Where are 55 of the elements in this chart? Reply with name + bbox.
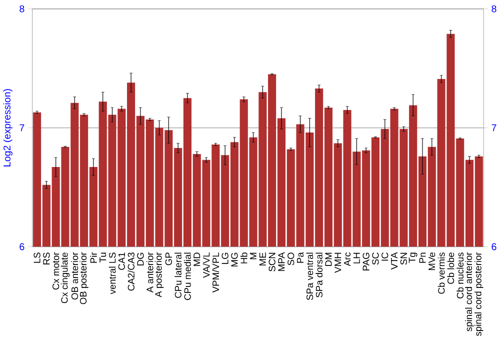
x-tick-label: Cx motor: [52, 252, 60, 290]
x-tick-label: Cb vermis: [438, 252, 445, 294]
x-tick-label: VA/VL: [202, 252, 210, 278]
x-tick-label: Pa: [297, 252, 304, 263]
x-tick-label: Cx cingulate: [60, 252, 70, 304]
x-tick-label: Pir: [90, 252, 97, 263]
x-tick-label: A anterior: [146, 252, 154, 293]
y2-tick-label: 6: [492, 243, 496, 250]
x-tick-label: Cb lobe: [447, 252, 454, 284]
x-tick-label: DM: [325, 252, 332, 266]
x-tick-label: M: [250, 252, 256, 260]
x-tick-label: VTA: [391, 252, 398, 270]
x-tick-label: MVe: [428, 252, 436, 270]
x-tick-label: VPM/VPL: [212, 252, 220, 293]
x-tick-label: OB anterior: [71, 252, 78, 300]
y-tick-label: 6: [20, 243, 24, 250]
x-tick-label: SO: [288, 252, 294, 266]
x-tick-label: GP: [165, 252, 172, 266]
x-tick-label: SPa ventral: [306, 252, 314, 300]
x-tick-label: CPu medial: [184, 252, 191, 300]
x-tick-label: Cb nucleus: [456, 252, 464, 298]
x-tick-label: Hb: [240, 252, 248, 264]
x-tick-label: Tg: [408, 252, 418, 263]
x-tick-label: RS: [43, 252, 50, 264]
y-tick-label: 8: [20, 5, 24, 12]
x-tick-label: SN: [400, 252, 407, 265]
x-tick-label: ventral LS: [108, 252, 116, 294]
x-tick-label: SC: [372, 252, 379, 265]
x-tick-label: spinal cord anterior: [465, 252, 474, 332]
x-tick-label: LS: [34, 252, 40, 263]
x-tick-label: CA2/CA3: [128, 252, 134, 291]
x-tick-label: LH: [353, 252, 360, 264]
x-tick-label: Pn: [419, 252, 426, 263]
x-tick-label: LG: [222, 252, 228, 264]
x-tick-label: MD: [194, 252, 200, 266]
x-tick-label: OB posterior: [80, 252, 88, 304]
x-tick-label: CPu lateral: [174, 252, 182, 298]
x-tick-label: PAG: [362, 252, 370, 270]
x-tick-label: SCN: [268, 252, 276, 272]
x-tick-label: VMH: [334, 252, 342, 273]
x-tick-label: Tu: [100, 252, 106, 262]
x-tick-label: MPA: [278, 252, 285, 271]
y2-tick-label: 7: [492, 124, 496, 132]
x-tick-label: ME: [259, 252, 266, 266]
x-tick-label: CA1: [118, 252, 125, 270]
y-tick-label: 7: [20, 124, 24, 132]
x-tick-label: spinal cord posterior: [474, 252, 484, 336]
x-tick-label: A posterior: [154, 252, 164, 298]
y2-tick-label: 8: [492, 5, 496, 12]
x-tick-label: Arc: [344, 252, 351, 266]
x-tick-label: SPa dorsal: [316, 252, 322, 298]
x-tick-label: DG: [137, 252, 144, 266]
x-tick-label: IC: [382, 252, 388, 261]
y-axis-title: Log2 (expression): [3, 89, 12, 166]
x-tick-label: MG: [231, 252, 238, 266]
